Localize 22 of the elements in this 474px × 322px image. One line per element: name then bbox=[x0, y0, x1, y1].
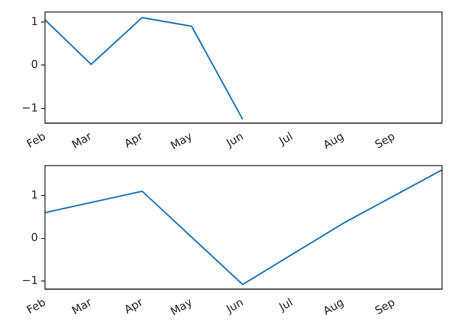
x-tick-label: Aug bbox=[320, 296, 346, 318]
y-tick-label: 1 bbox=[31, 14, 38, 28]
x-tick-label: Feb bbox=[24, 296, 48, 317]
x-tick-label: Jun bbox=[223, 130, 246, 150]
y-tick-label: 0 bbox=[31, 58, 38, 72]
x-tick-label: Apr bbox=[122, 295, 146, 317]
x-tick-label: Sep bbox=[372, 296, 398, 318]
y-tick-label: 1 bbox=[31, 188, 38, 202]
x-tick-label: Aug bbox=[320, 130, 346, 152]
y-tick-label: −1 bbox=[22, 274, 38, 287]
x-tick-label: Jul bbox=[276, 296, 296, 314]
x-tick-label: Mar bbox=[70, 129, 94, 152]
x-tick-label: Apr bbox=[122, 129, 146, 151]
x-tick-label: Jul bbox=[276, 130, 296, 148]
x-tick-label: Mar bbox=[70, 295, 94, 318]
y-tick-label: 0 bbox=[31, 231, 38, 244]
x-tick-label: Jun bbox=[223, 296, 246, 316]
x-tick-label: May bbox=[168, 129, 195, 152]
x-tick-label: Feb bbox=[24, 130, 48, 151]
y-tick-label: −1 bbox=[22, 101, 38, 114]
x-tick-label: May bbox=[168, 295, 195, 318]
x-tick-label: Sep bbox=[372, 130, 398, 152]
